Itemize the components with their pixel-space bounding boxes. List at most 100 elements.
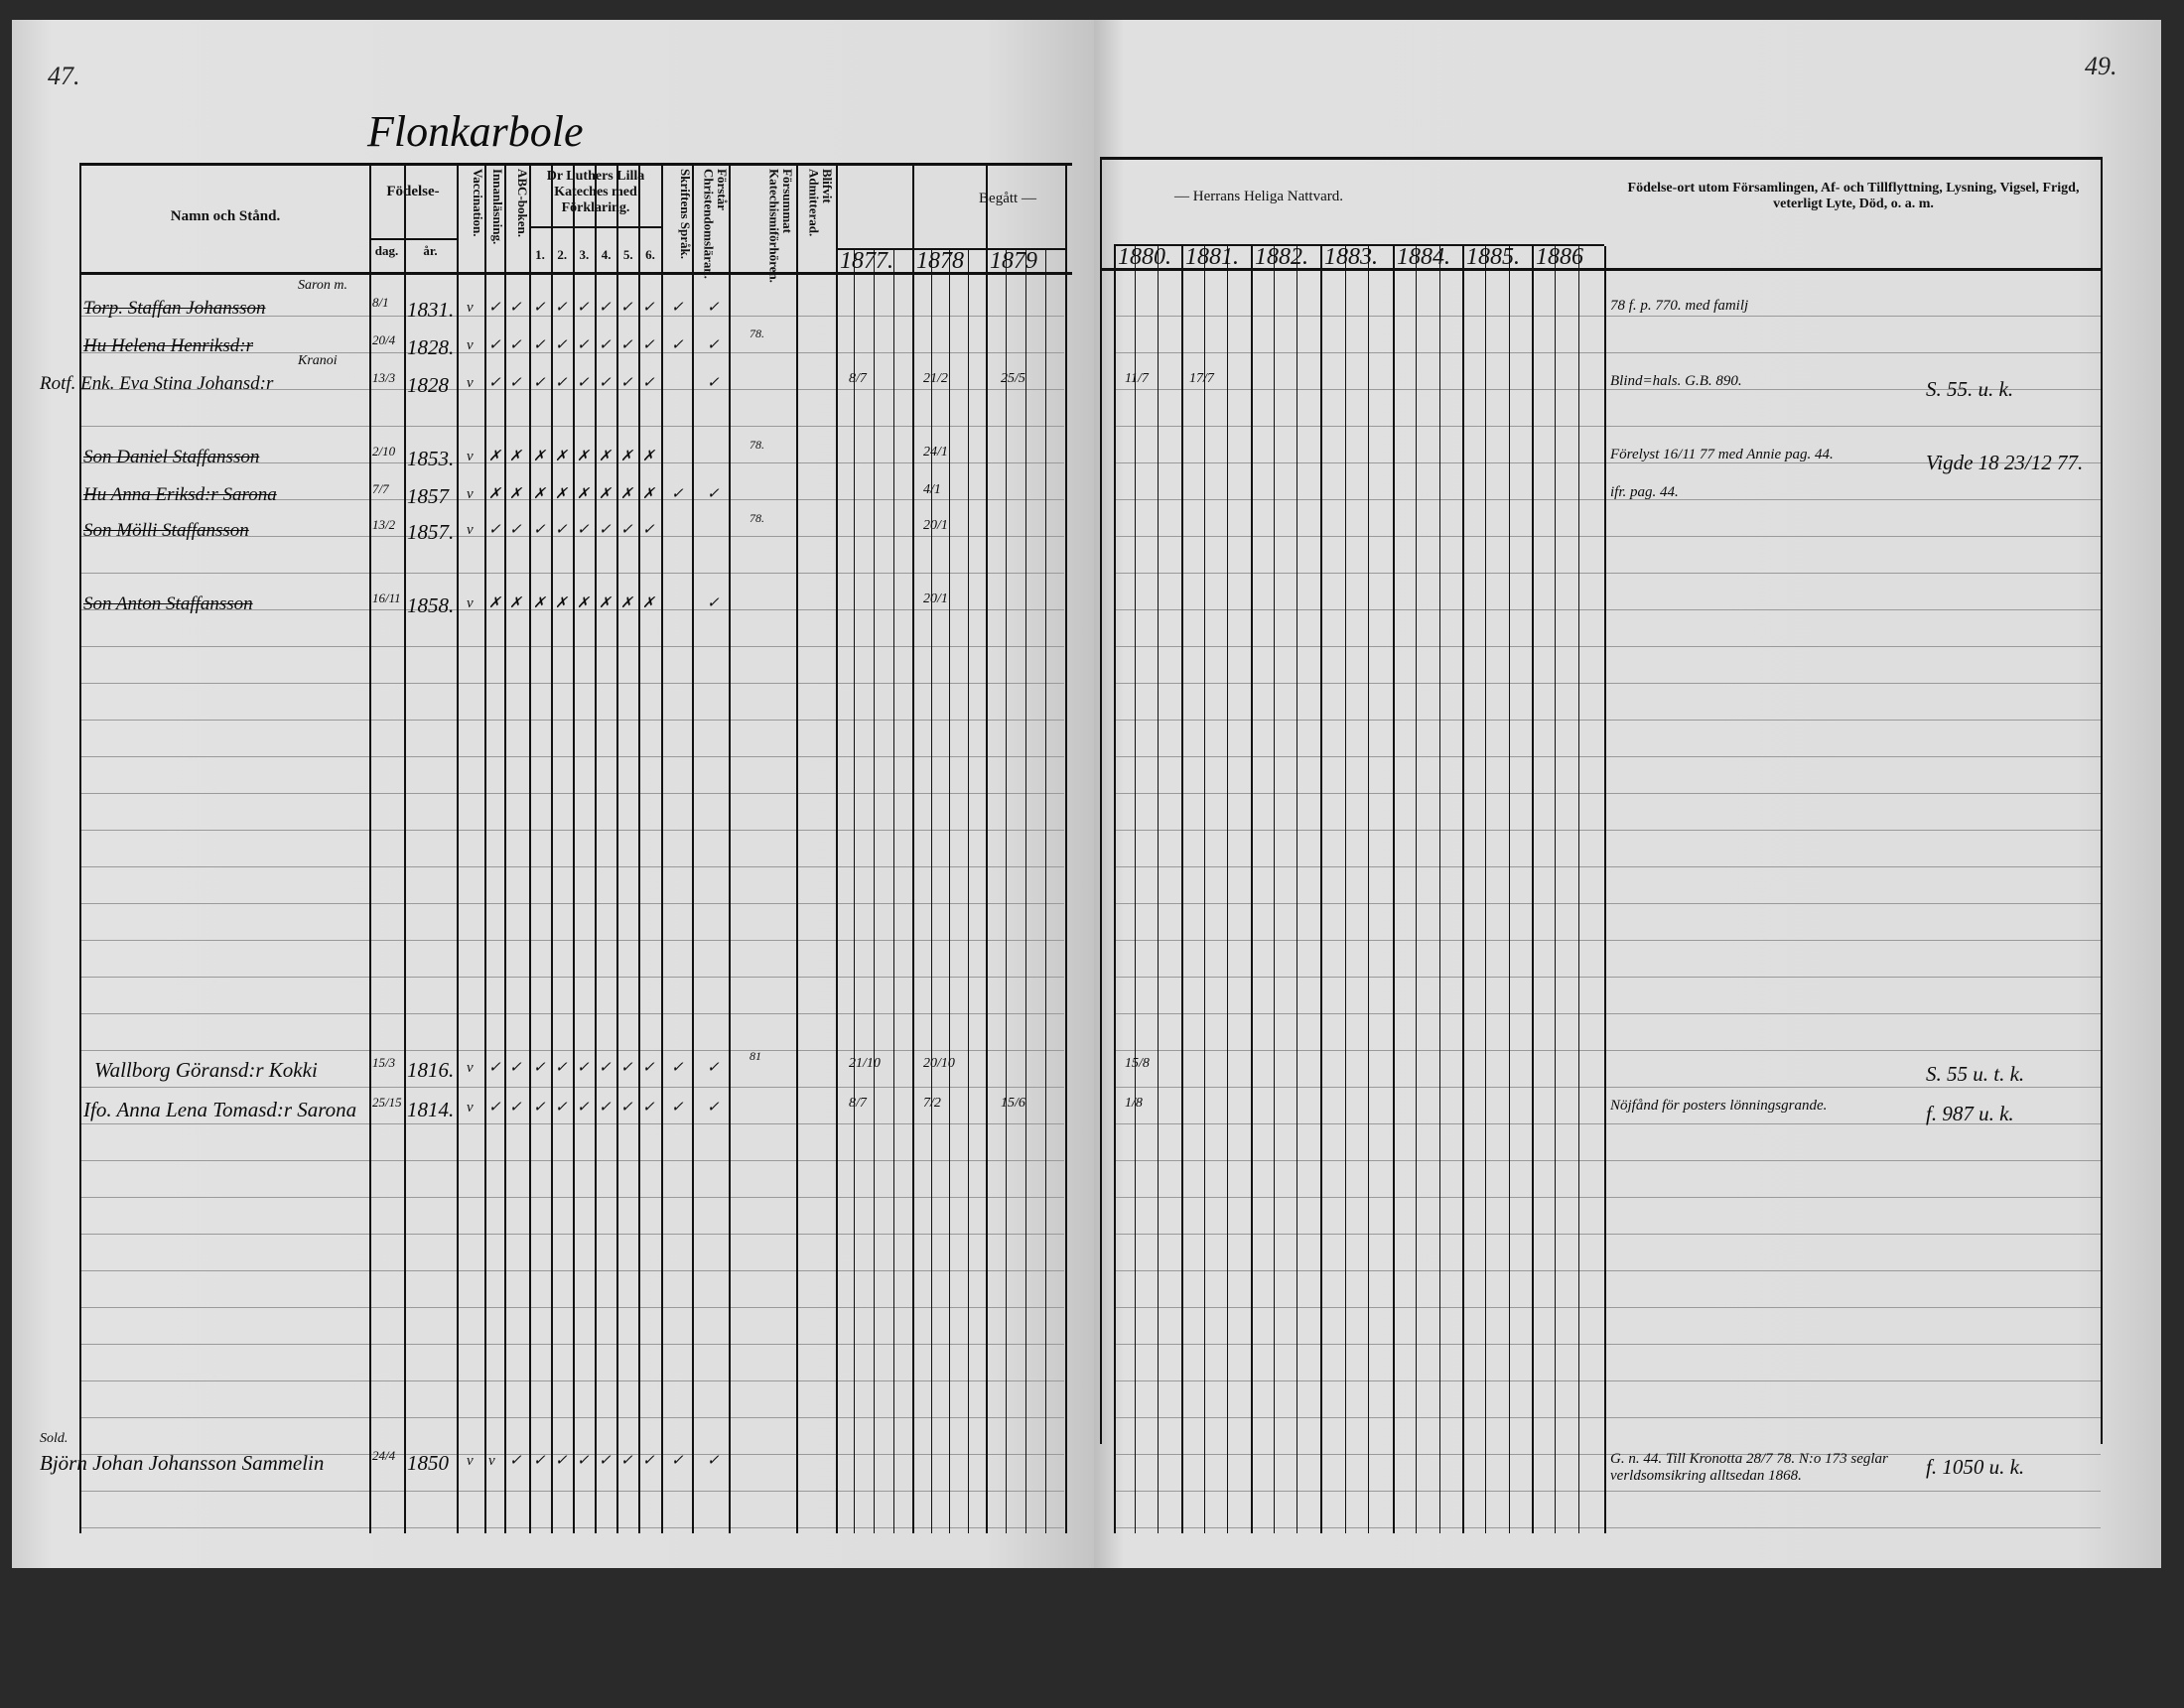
progress-mark: v (467, 1100, 474, 1116)
communion-date: 4/1 (923, 482, 941, 497)
column-line (2101, 157, 2103, 1444)
catechism-part-3: 3. (579, 247, 590, 262)
communion-date: 11/7 (1125, 371, 1149, 386)
entry-name: Hu Anna Eriksd:r Sarona (83, 484, 277, 505)
catechism-part-2: 2. (557, 247, 568, 262)
year-header-1886: 1886 (1536, 244, 1583, 270)
birth-day: 8/1 (372, 295, 389, 310)
birth-year: 1857 (407, 484, 449, 508)
ruled-line (1114, 1123, 2101, 1124)
ruled-line (1114, 536, 2101, 537)
progress-mark: ✓ (555, 1453, 568, 1469)
communion-date: 8/7 (849, 371, 867, 386)
birth-day: 2/10 (372, 444, 396, 459)
entry-name: Wallborg Göransd:r Kokki (94, 1058, 318, 1082)
progress-mark: ✓ (620, 1060, 633, 1076)
right-page (1094, 20, 2161, 1568)
progress-mark: ✓ (509, 1100, 522, 1116)
ruled-line (1114, 1527, 2101, 1528)
progress-mark: ✓ (488, 522, 501, 538)
subcolumn-line (1485, 246, 1486, 1533)
progress-mark: ✓ (671, 486, 684, 502)
header-bottom-border (1100, 268, 2103, 271)
progress-mark: ✓ (642, 1100, 655, 1116)
birth-year: 1828. (407, 335, 455, 359)
progress-mark: ✓ (620, 1100, 633, 1116)
catechism-part-6: 6. (645, 247, 655, 262)
birth-year: 1816. (407, 1058, 455, 1082)
header-name: Namn och Stånd. (170, 208, 281, 224)
birth-day: 20/4 (372, 332, 396, 347)
column-line (404, 163, 406, 1533)
progress-mark: ✓ (620, 300, 633, 316)
notes-right: f. 987 u. k. (1926, 1102, 2014, 1125)
ruled-line (1114, 1270, 2101, 1271)
progress-mark: ✓ (533, 1100, 546, 1116)
communion-date: 20/1 (923, 591, 948, 606)
header-catechism: Dr Luthers Lilla Kateches med Förklaring… (546, 169, 645, 216)
progress-mark: v (467, 449, 474, 464)
progress-mark: ✓ (707, 1100, 720, 1116)
progress-mark: ✓ (599, 1453, 612, 1469)
column-line (484, 163, 486, 1533)
subcolumn-line (1368, 246, 1369, 1533)
entry-name: Son Daniel Staffansson (83, 447, 260, 467)
subcolumn-line (931, 250, 932, 1533)
notes-right: S. 55 u. t. k. (1926, 1062, 2025, 1086)
notes-text: ifr. pag. 44. (1610, 484, 1679, 500)
progress-mark: ✗ (533, 449, 546, 464)
ruled-line (1114, 1087, 2101, 1088)
progress-mark: ✗ (488, 486, 501, 502)
notes-text: Förelyst 16/11 77 med Annie pag. 44. (1610, 447, 1834, 462)
subcolumn-line (1045, 250, 1046, 1533)
entry-name: Hu Helena Henriksd:r (83, 335, 253, 356)
birth-day: 24/4 (372, 1448, 396, 1463)
communion-date: 20/10 (923, 1056, 955, 1071)
progress-mark: v (467, 1453, 474, 1469)
communion-date: 24/1 (923, 445, 948, 460)
progress-mark: ✓ (577, 300, 590, 316)
progress-mark: ✓ (533, 300, 546, 316)
subcolumn-line (1509, 246, 1510, 1533)
progress-mark: v (467, 486, 474, 502)
column-line (595, 163, 597, 1533)
notes-right: S. 55. u. k. (1926, 377, 2014, 401)
header-reading: Innanläsning. (490, 169, 505, 245)
progress-mark: ✓ (599, 375, 612, 391)
progress-mark: ✓ (577, 1453, 590, 1469)
progress-mark: v (467, 300, 474, 316)
entry-name: Son Mölli Staffansson (83, 520, 249, 541)
communion-date: 8/7 (849, 1096, 867, 1111)
progress-mark: ✓ (707, 1453, 720, 1469)
ruled-line (1114, 1197, 2101, 1198)
ruled-line (1114, 756, 2101, 757)
progress-mark: ✓ (555, 1060, 568, 1076)
catechism-part-5: 5. (622, 247, 633, 262)
column-line (551, 163, 553, 1533)
subcolumn-line (854, 250, 855, 1533)
ruled-line (1114, 1013, 2101, 1014)
entry-name: Björn Johan Johansson Sammelin (40, 1451, 325, 1475)
name-annotation: Kranoi (298, 353, 338, 368)
birth-year: 1828 (407, 373, 449, 397)
column-line (796, 163, 798, 1533)
progress-mark: ✓ (533, 1060, 546, 1076)
progress-mark: v (467, 337, 474, 353)
header-birth-day: dag. (374, 243, 399, 258)
progress-mark: ✓ (488, 337, 501, 353)
header-communion-left: Begått — (979, 191, 1036, 206)
progress-mark: ✓ (620, 1453, 633, 1469)
table-top-border (1100, 157, 2103, 160)
year-header-1881: 1881. (1185, 244, 1239, 270)
column-line (504, 163, 506, 1533)
ruled-line (1114, 830, 2101, 831)
progress-mark: ✓ (599, 522, 612, 538)
birth-year: 1858. (407, 593, 455, 617)
year-header-1880: 1880. (1118, 244, 1171, 270)
ruled-line (1114, 1050, 2101, 1051)
ruled-line (1114, 1417, 2101, 1418)
ruled-line (1114, 316, 2101, 317)
column-line (986, 163, 988, 1533)
subcolumn-line (968, 250, 969, 1533)
year-header-1883: 1883. (1324, 244, 1378, 270)
